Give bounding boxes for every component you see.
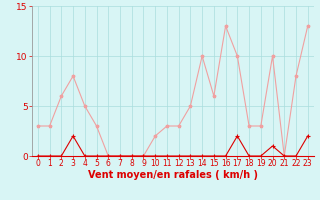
- X-axis label: Vent moyen/en rafales ( km/h ): Vent moyen/en rafales ( km/h ): [88, 170, 258, 180]
